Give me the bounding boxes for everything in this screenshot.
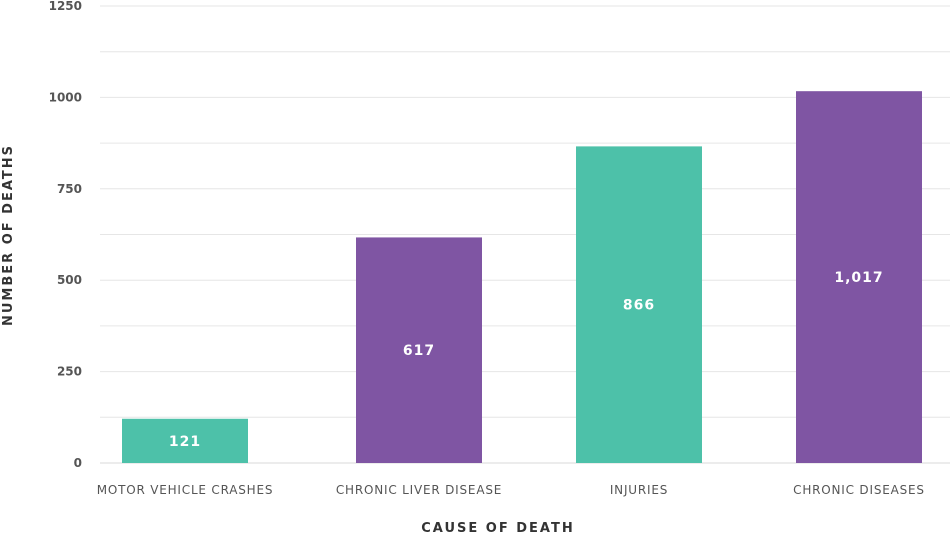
bars: 121 617 866 1,017 xyxy=(122,91,922,464)
y-tick-label: 1250 xyxy=(49,0,82,13)
bar xyxy=(356,237,482,463)
x-category-label: CHRONIC LIVER DISEASE xyxy=(336,483,502,497)
x-category-label: MOTOR VEHICLE CRASHES xyxy=(97,483,274,497)
data-label: 866 xyxy=(623,298,655,314)
bar xyxy=(576,146,702,464)
y-tick-label: 0 xyxy=(74,456,82,470)
gridlines xyxy=(100,5,950,464)
x-axis-categories: MOTOR VEHICLE CRASHES CHRONIC LIVER DISEA… xyxy=(97,483,925,497)
x-category-label: INJURIES xyxy=(610,483,668,497)
data-label: 121 xyxy=(169,434,201,450)
y-tick-label: 750 xyxy=(57,182,82,196)
x-axis-label: CAUSE OF DEATH xyxy=(421,521,574,535)
y-axis-ticks: 0 250 500 750 1000 1250 xyxy=(49,0,82,470)
data-label: 1,017 xyxy=(834,270,883,286)
y-axis-label: NUMBER OF DEATHS xyxy=(1,144,16,326)
bar xyxy=(122,418,248,463)
bar xyxy=(796,91,922,463)
y-tick-label: 250 xyxy=(57,365,82,379)
data-label: 617 xyxy=(403,343,435,359)
y-tick-label: 1000 xyxy=(49,90,82,104)
x-category-label: CHRONIC DISEASES xyxy=(793,483,925,497)
y-tick-label: 500 xyxy=(57,273,82,287)
